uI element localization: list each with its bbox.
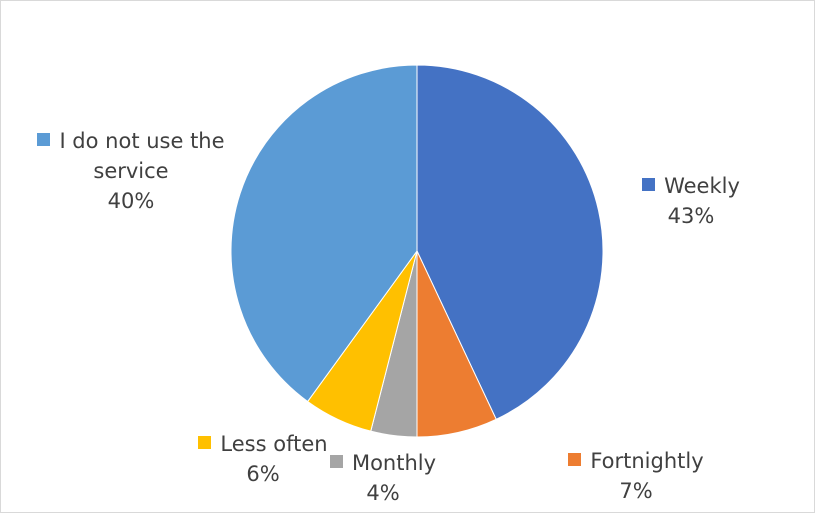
- pie-slice: [416, 64, 604, 420]
- value-label: 43%: [667, 204, 715, 228]
- category-label: Weekly: [664, 174, 740, 198]
- pie-slice: [230, 64, 418, 403]
- data-label: Fortnightly 7%: [536, 446, 736, 506]
- label-name-line: Weekly: [591, 171, 791, 201]
- category-label: I do not use the service: [59, 129, 225, 183]
- label-name-line: Less often: [178, 429, 348, 459]
- legend-swatch: [198, 436, 212, 449]
- data-label: Monthly 4%: [303, 448, 463, 508]
- label-name-line: I do not use the service: [36, 126, 226, 186]
- data-label: I do not use the service 40%: [36, 126, 226, 216]
- legend-swatch: [642, 178, 656, 191]
- data-label: Less often 6%: [178, 429, 348, 489]
- legend-swatch: [329, 455, 343, 468]
- data-label: Weekly 43%: [591, 171, 791, 231]
- value-label: 4%: [366, 481, 400, 505]
- value-label: 40%: [107, 189, 155, 213]
- category-label: Fortnightly: [590, 449, 704, 473]
- label-name-line: Fortnightly: [536, 446, 736, 476]
- category-label: Monthly: [351, 451, 437, 475]
- label-name-line: Monthly: [303, 448, 463, 478]
- category-label: Less often: [220, 432, 328, 456]
- legend-swatch: [37, 133, 51, 146]
- value-label: 7%: [619, 479, 653, 503]
- legend-swatch: [568, 453, 582, 466]
- value-label: 6%: [246, 462, 280, 486]
